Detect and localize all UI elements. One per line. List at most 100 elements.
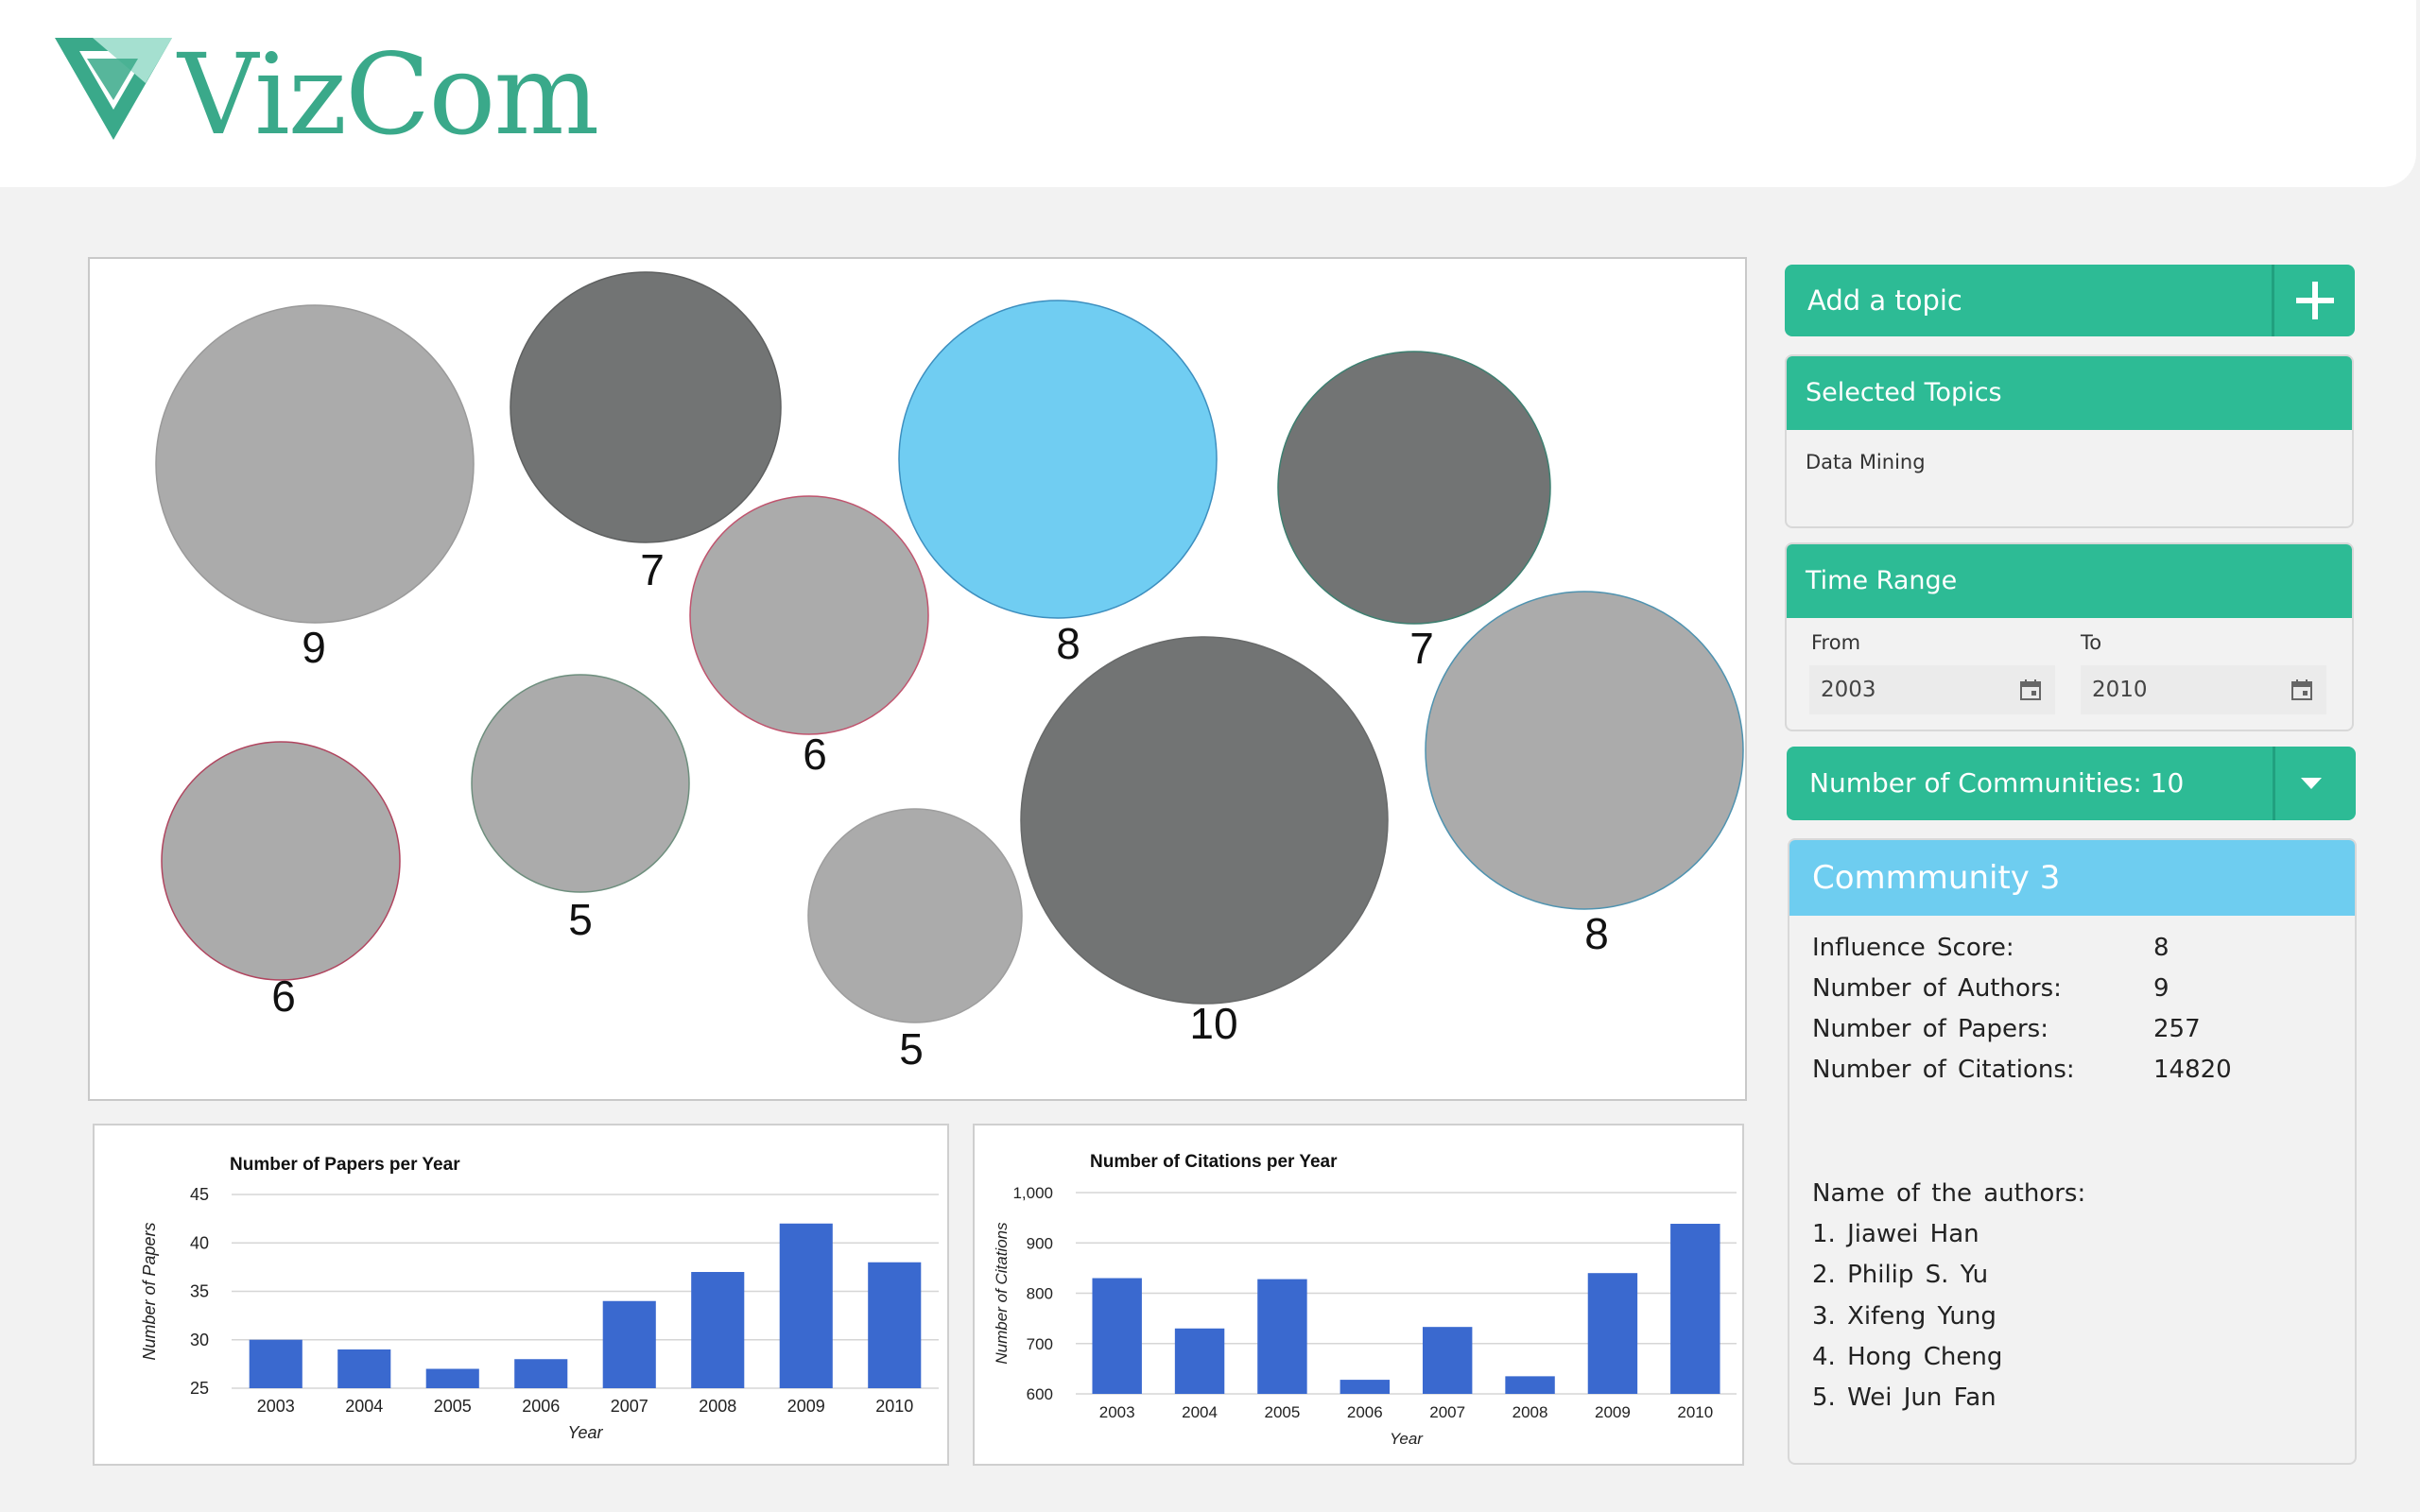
y-tick-label: 25 [190, 1379, 209, 1398]
stat-value: 8 [2153, 934, 2169, 962]
bar[interactable] [1670, 1224, 1720, 1394]
author-item[interactable]: 4. Hong Cheng [1812, 1343, 2003, 1371]
x-tick-label: 2003 [257, 1397, 295, 1416]
from-date-input[interactable]: 2003 [1809, 665, 2055, 714]
bar[interactable] [868, 1262, 922, 1388]
from-date-value: 2003 [1821, 678, 1876, 702]
communities-dropdown-divider [2273, 747, 2275, 820]
bar[interactable] [249, 1339, 302, 1388]
community-bubble[interactable] [689, 495, 929, 735]
x-tick-label: 2009 [1595, 1403, 1631, 1421]
authors-heading: Name of the authors: [1812, 1179, 2086, 1208]
bar[interactable] [1174, 1328, 1225, 1394]
community-bubble[interactable] [1277, 351, 1551, 625]
y-tick-label: 35 [190, 1282, 209, 1301]
community-bubble[interactable] [898, 300, 1218, 619]
author-item[interactable]: 3. Xifeng Yung [1812, 1302, 1996, 1331]
x-tick-label: 2006 [522, 1397, 560, 1416]
stat-label: Number of Authors: [1812, 974, 2062, 1003]
y-tick-label: 700 [1027, 1335, 1053, 1353]
chart-title: Number of Papers per Year [230, 1155, 460, 1175]
bar[interactable] [602, 1300, 656, 1388]
selected-topics-panel: Selected Topics Data Mining [1785, 354, 2354, 528]
bar[interactable] [779, 1223, 833, 1388]
plus-icon[interactable] [2288, 274, 2342, 327]
x-axis-label: Year [567, 1423, 603, 1442]
stat-label: Influence Score: [1812, 934, 2014, 962]
from-label: From [1811, 631, 1861, 654]
x-tick-label: 2009 [787, 1397, 825, 1416]
bar[interactable] [1257, 1279, 1307, 1394]
time-range-title: Time Range [1787, 544, 2352, 618]
community-bubble[interactable] [510, 271, 782, 543]
citations-chart-svg: Number of Citations per Year 600 700 800 900… [993, 1152, 1737, 1448]
bar[interactable] [1340, 1380, 1391, 1394]
x-tick-label: 2010 [875, 1397, 913, 1416]
bar[interactable] [691, 1272, 745, 1388]
add-topic-button[interactable]: Add a topic [1785, 265, 2355, 336]
x-tick-label: 2004 [1182, 1403, 1218, 1421]
community-bubble[interactable] [1020, 636, 1389, 1005]
bubble-size-label: 6 [271, 971, 296, 1021]
x-tick-label: 2008 [1512, 1403, 1548, 1421]
y-tick-label: 30 [190, 1331, 209, 1349]
x-tick-label: 2010 [1677, 1403, 1713, 1421]
y-tick-label: 45 [190, 1185, 209, 1204]
app-logo-text: VizCom [178, 29, 599, 160]
stat-value: 9 [2153, 974, 2169, 1003]
bar[interactable] [1587, 1273, 1638, 1394]
community-bubble-chart: 9 7 6 8 7 8 6 5 5 10 [88, 257, 1747, 1101]
bubble-size-label: 5 [568, 895, 593, 944]
community-bubble[interactable] [1425, 591, 1744, 910]
bubble-size-label: 6 [803, 730, 827, 779]
x-tick-label: 2005 [1265, 1403, 1301, 1421]
bar[interactable] [337, 1349, 391, 1388]
bubble-canvas: 9 7 6 8 7 8 6 5 5 10 [155, 271, 1744, 1074]
community-bubble[interactable] [161, 741, 401, 981]
to-label: To [2081, 631, 2102, 654]
vizcom-logo-icon [55, 38, 172, 140]
add-topic-divider [2272, 265, 2274, 336]
to-date-value: 2010 [2092, 678, 2148, 702]
community-bubble[interactable] [471, 674, 690, 893]
x-tick-label: 2005 [434, 1397, 472, 1416]
bubble-size-label: 8 [1584, 909, 1609, 958]
selected-topic-item[interactable]: Data Mining [1806, 451, 1926, 473]
x-tick-label: 2008 [699, 1397, 736, 1416]
citations-per-year-chart: Number of Citations per Year 600 700 800 900… [973, 1124, 1744, 1466]
papers-per-year-chart: Number of Papers per Year 25 30 35 40 45 2003 2… [93, 1124, 949, 1466]
calendar-icon[interactable] [2019, 679, 2042, 701]
y-tick-label: 40 [190, 1233, 209, 1252]
bar[interactable] [1422, 1327, 1473, 1394]
stat-value: 14820 [2153, 1056, 2232, 1084]
y-tick-label: 900 [1027, 1234, 1053, 1252]
community-bubble[interactable] [807, 808, 1023, 1023]
time-range-panel: Time Range From To 2003 2010 [1785, 542, 2354, 731]
community-bubble[interactable] [155, 304, 475, 624]
bubble-size-label: 9 [302, 623, 326, 672]
author-item[interactable]: 5. Wei Jun Fan [1812, 1383, 1996, 1412]
x-tick-label: 2003 [1099, 1403, 1135, 1421]
bubble-size-label: 8 [1056, 619, 1080, 668]
chart-title: Number of Citations per Year [1090, 1152, 1338, 1172]
calendar-icon[interactable] [2290, 679, 2313, 701]
stat-value: 257 [2153, 1015, 2201, 1043]
author-item[interactable]: 1. Jiawei Han [1812, 1220, 1979, 1248]
y-tick-label: 800 [1027, 1285, 1053, 1303]
x-tick-label: 2006 [1347, 1403, 1383, 1421]
bar[interactable] [1092, 1278, 1142, 1394]
bar[interactable] [425, 1368, 479, 1389]
x-tick-label: 2004 [345, 1397, 383, 1416]
to-date-input[interactable]: 2010 [2081, 665, 2326, 714]
x-tick-label: 2007 [1429, 1403, 1465, 1421]
bar[interactable] [1505, 1376, 1555, 1394]
add-topic-label: Add a topic [1807, 284, 1962, 317]
stat-label: Number of Citations: [1812, 1056, 2075, 1084]
bubble-size-label: 7 [1409, 624, 1434, 673]
number-of-communities-dropdown[interactable]: Number of Communities: 10 [1787, 747, 2356, 820]
bar[interactable] [514, 1359, 568, 1388]
caret-down-icon[interactable] [2297, 772, 2325, 795]
x-tick-label: 2007 [611, 1397, 648, 1416]
y-tick-label: 1,000 [1012, 1184, 1053, 1202]
author-item[interactable]: 2. Philip S. Yu [1812, 1261, 1989, 1289]
